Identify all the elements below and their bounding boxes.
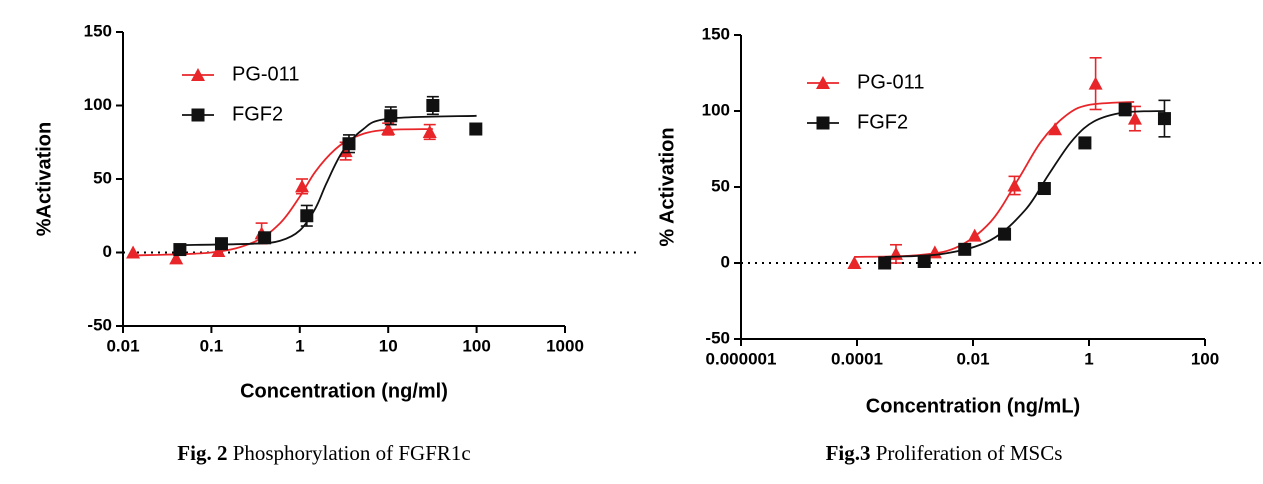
data-point — [381, 122, 396, 136]
fit-curve — [884, 110, 1165, 258]
data-point — [1157, 112, 1171, 126]
data-point — [422, 124, 437, 138]
caption-label: Fig.3 — [826, 441, 871, 465]
x-tick-label: 1 — [1084, 349, 1093, 368]
data-point — [1007, 178, 1022, 192]
data-point — [998, 227, 1012, 241]
fit-curve — [854, 100, 1135, 258]
x-tick-label: 100 — [1191, 349, 1219, 368]
x-tick-label: 1 — [295, 336, 304, 355]
data-point — [1037, 182, 1051, 196]
data-point — [126, 245, 141, 259]
caption-label: Fig. 2 — [177, 441, 227, 465]
caption: Fig. 2 Phosphorylation of FGFR1c — [177, 441, 470, 465]
data-point — [295, 179, 310, 193]
data-point — [469, 122, 483, 136]
caption-text: Phosphorylation of FGFR1c — [233, 441, 471, 465]
x-axis-title: Concentration (ng/mL) — [866, 395, 1080, 417]
data-point — [191, 68, 205, 81]
x-tick-label: 100 — [462, 336, 490, 355]
x-tick-label: 0.000001 — [706, 349, 777, 368]
data-point — [967, 228, 982, 242]
legend-label: FGF2 — [857, 111, 908, 133]
data-point — [816, 76, 830, 89]
data-point — [847, 256, 862, 269]
x-tick-label: 0.01 — [956, 349, 989, 368]
legend-label: PG-011 — [232, 63, 299, 85]
data-point — [300, 209, 314, 223]
x-tick-label: 10 — [379, 336, 398, 355]
y-axis-title: % Activation — [656, 127, 678, 246]
data-point — [191, 108, 205, 122]
y-tick-label: 50 — [711, 176, 730, 195]
x-tick-label: 0.01 — [106, 336, 139, 355]
x-tick-label: 1000 — [546, 336, 584, 355]
y-tick-label: -50 — [87, 315, 112, 334]
caption-text: Proliferation of MSCs — [876, 441, 1063, 465]
data-point — [1048, 122, 1063, 136]
caption: Fig.3 Proliferation of MSCs — [826, 441, 1063, 465]
y-tick-label: 50 — [93, 168, 112, 187]
data-point — [1127, 111, 1142, 125]
y-tick-label: -50 — [705, 328, 730, 347]
data-point — [169, 251, 184, 265]
legend-label: FGF2 — [232, 103, 283, 125]
y-tick-label: 100 — [84, 95, 112, 114]
y-tick-label: 100 — [702, 100, 730, 119]
data-point — [1078, 136, 1092, 150]
x-tick-label: 0.0001 — [831, 349, 883, 368]
data-point — [211, 244, 226, 258]
data-point — [917, 254, 931, 268]
data-point — [384, 109, 398, 123]
data-point — [214, 237, 228, 251]
x-axis-title: Concentration (ng/ml) — [240, 380, 448, 402]
y-tick-label: 0 — [721, 252, 730, 271]
legend-label: PG-011 — [857, 71, 924, 93]
data-point — [816, 116, 830, 130]
data-point — [173, 243, 187, 257]
data-point — [426, 99, 440, 112]
data-point — [958, 242, 972, 256]
y-tick-label: 150 — [84, 21, 112, 40]
fit-curve — [133, 128, 433, 257]
data-point — [258, 231, 272, 245]
data-point — [342, 137, 356, 151]
data-point — [1118, 102, 1132, 116]
y-axis-title: %Activation — [33, 122, 55, 236]
y-tick-label: 150 — [702, 24, 730, 43]
y-tick-label: 0 — [103, 242, 112, 261]
data-point — [878, 256, 892, 270]
x-tick-label: 0.1 — [200, 336, 224, 355]
data-point — [1088, 76, 1103, 90]
